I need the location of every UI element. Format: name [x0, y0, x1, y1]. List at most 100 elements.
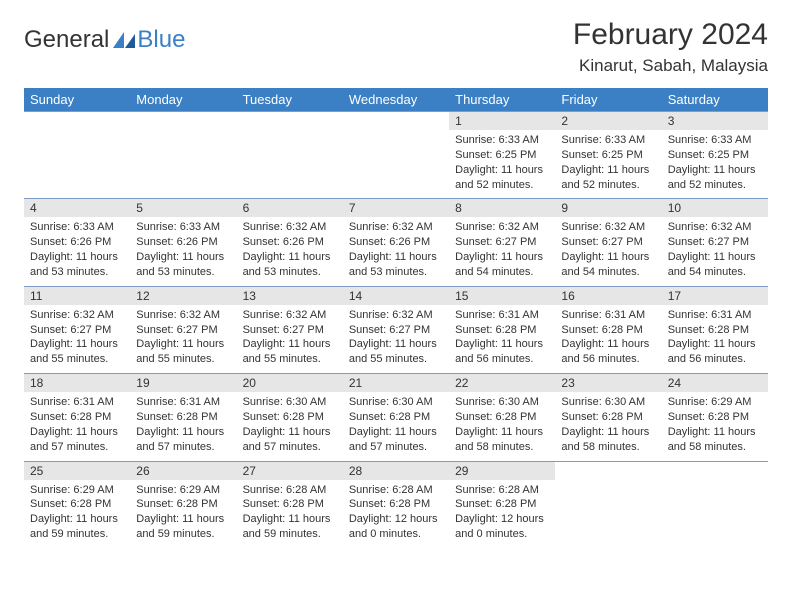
- sunset-text: Sunset: 6:28 PM: [349, 410, 443, 425]
- day-detail-row: Sunrise: 6:33 AM Sunset: 6:25 PM Daylight:…: [24, 130, 768, 199]
- daylight-text-2: and 55 minutes.: [136, 352, 230, 367]
- weekday-header: Monday: [130, 88, 236, 112]
- day-number-cell: 12: [130, 286, 236, 305]
- day-detail-cell: [343, 130, 449, 199]
- sunset-text: Sunset: 6:28 PM: [455, 323, 549, 338]
- day-number-cell: [343, 112, 449, 131]
- sunrise-text: Sunrise: 6:32 AM: [455, 220, 549, 235]
- day-number-cell: 28: [343, 461, 449, 480]
- sunset-text: Sunset: 6:26 PM: [243, 235, 337, 250]
- daylight-text-2: and 53 minutes.: [349, 265, 443, 280]
- sunset-text: Sunset: 6:28 PM: [349, 497, 443, 512]
- day-number-cell: 7: [343, 199, 449, 218]
- daylight-text-2: and 54 minutes.: [455, 265, 549, 280]
- day-number-row: 11121314151617: [24, 286, 768, 305]
- sunset-text: Sunset: 6:28 PM: [30, 410, 124, 425]
- day-number-cell: 27: [237, 461, 343, 480]
- day-number-cell: 16: [555, 286, 661, 305]
- daylight-text-2: and 58 minutes.: [668, 440, 762, 455]
- day-detail-cell: Sunrise: 6:33 AMSunset: 6:26 PMDaylight:…: [130, 217, 236, 286]
- sunrise-text: Sunrise: 6:30 AM: [561, 395, 655, 410]
- day-detail-cell: Sunrise: 6:28 AMSunset: 6:28 PMDaylight:…: [449, 480, 555, 548]
- sunset-text: Sunset: 6:25 PM: [561, 148, 655, 163]
- sunset-text: Sunset: 6:27 PM: [243, 323, 337, 338]
- day-detail-cell: Sunrise: 6:30 AMSunset: 6:28 PMDaylight:…: [343, 392, 449, 461]
- daylight-text-1: Daylight: 11 hours: [136, 425, 230, 440]
- logo-sail-icon: [113, 32, 135, 48]
- sunrise-text: Sunrise: 6:33 AM: [668, 133, 762, 148]
- day-detail-cell: Sunrise: 6:30 AMSunset: 6:28 PMDaylight:…: [237, 392, 343, 461]
- day-number-cell: 26: [130, 461, 236, 480]
- day-detail-row: Sunrise: 6:29 AMSunset: 6:28 PMDaylight:…: [24, 480, 768, 548]
- day-number-cell: 22: [449, 374, 555, 393]
- sunrise-text: Sunrise: 6:31 AM: [561, 308, 655, 323]
- weekday-header: Wednesday: [343, 88, 449, 112]
- day-number-cell: [130, 112, 236, 131]
- weekday-header: Thursday: [449, 88, 555, 112]
- sunset-text: Sunset: 6:27 PM: [136, 323, 230, 338]
- daylight-text-1: Daylight: 11 hours: [455, 163, 549, 178]
- daylight-text-2: and 58 minutes.: [561, 440, 655, 455]
- day-detail-cell: Sunrise: 6:32 AMSunset: 6:27 PMDaylight:…: [130, 305, 236, 374]
- day-number-cell: [24, 112, 130, 131]
- sunrise-text: Sunrise: 6:33 AM: [455, 133, 549, 148]
- daylight-text-2: and 52 minutes.: [668, 178, 762, 193]
- sunset-text: Sunset: 6:27 PM: [30, 323, 124, 338]
- day-number-cell: 8: [449, 199, 555, 218]
- sunset-text: Sunset: 6:28 PM: [455, 497, 549, 512]
- day-number-cell: 4: [24, 199, 130, 218]
- day-number-cell: 17: [662, 286, 768, 305]
- weekday-header: Saturday: [662, 88, 768, 112]
- day-detail-cell: Sunrise: 6:31 AMSunset: 6:28 PMDaylight:…: [449, 305, 555, 374]
- daylight-text-2: and 57 minutes.: [243, 440, 337, 455]
- day-detail-cell: Sunrise: 6:32 AMSunset: 6:27 PMDaylight:…: [343, 305, 449, 374]
- day-detail-cell: Sunrise: 6:28 AMSunset: 6:28 PMDaylight:…: [343, 480, 449, 548]
- day-detail-cell: [130, 130, 236, 199]
- sunset-text: Sunset: 6:28 PM: [668, 323, 762, 338]
- sunrise-text: Sunrise: 6:32 AM: [30, 308, 124, 323]
- sunset-text: Sunset: 6:28 PM: [668, 410, 762, 425]
- logo-text-general: General: [24, 26, 109, 54]
- daylight-text-1: Daylight: 11 hours: [136, 337, 230, 352]
- daylight-text-2: and 59 minutes.: [30, 527, 124, 542]
- sunrise-text: Sunrise: 6:29 AM: [668, 395, 762, 410]
- sunset-text: Sunset: 6:28 PM: [243, 410, 337, 425]
- sunset-text: Sunset: 6:26 PM: [30, 235, 124, 250]
- daylight-text-1: Daylight: 11 hours: [30, 337, 124, 352]
- day-number-cell: 20: [237, 374, 343, 393]
- daylight-text-2: and 55 minutes.: [243, 352, 337, 367]
- day-number-cell: 24: [662, 374, 768, 393]
- day-detail-cell: [237, 130, 343, 199]
- sunset-text: Sunset: 6:28 PM: [136, 497, 230, 512]
- day-detail-cell: Sunrise: 6:31 AMSunset: 6:28 PMDaylight:…: [24, 392, 130, 461]
- daylight-text-2: and 53 minutes.: [136, 265, 230, 280]
- sunrise-text: Sunrise: 6:33 AM: [30, 220, 124, 235]
- daylight-text-2: and 57 minutes.: [136, 440, 230, 455]
- daylight-text-1: Daylight: 11 hours: [136, 250, 230, 265]
- day-number-cell: 2: [555, 112, 661, 131]
- daylight-text-2: and 55 minutes.: [349, 352, 443, 367]
- day-number-cell: 1: [449, 112, 555, 131]
- day-detail-cell: Sunrise: 6:32 AMSunset: 6:26 PMDaylight:…: [237, 217, 343, 286]
- daylight-text-1: Daylight: 11 hours: [668, 163, 762, 178]
- day-number-row: 18192021222324: [24, 374, 768, 393]
- day-detail-cell: [555, 480, 661, 548]
- weekday-header: Sunday: [24, 88, 130, 112]
- logo: General Blue: [24, 18, 185, 54]
- day-detail-cell: Sunrise: 6:29 AMSunset: 6:28 PMDaylight:…: [130, 480, 236, 548]
- daylight-text-1: Daylight: 11 hours: [455, 337, 549, 352]
- daylight-text-1: Daylight: 11 hours: [561, 337, 655, 352]
- day-detail-cell: [662, 480, 768, 548]
- daylight-text-1: Daylight: 11 hours: [30, 512, 124, 527]
- day-detail-row: Sunrise: 6:31 AMSunset: 6:28 PMDaylight:…: [24, 392, 768, 461]
- daylight-text-1: Daylight: 11 hours: [455, 250, 549, 265]
- day-number-cell: 11: [24, 286, 130, 305]
- weekday-header-row: Sunday Monday Tuesday Wednesday Thursday…: [24, 88, 768, 112]
- day-number-cell: 25: [24, 461, 130, 480]
- sunrise-text: Sunrise: 6:32 AM: [668, 220, 762, 235]
- title-block: February 2024 Kinarut, Sabah, Malaysia: [573, 18, 768, 76]
- calendar-table: Sunday Monday Tuesday Wednesday Thursday…: [24, 88, 768, 548]
- sunset-text: Sunset: 6:27 PM: [455, 235, 549, 250]
- daylight-text-2: and 52 minutes.: [561, 178, 655, 193]
- day-detail-cell: Sunrise: 6:33 AMSunset: 6:26 PMDaylight:…: [24, 217, 130, 286]
